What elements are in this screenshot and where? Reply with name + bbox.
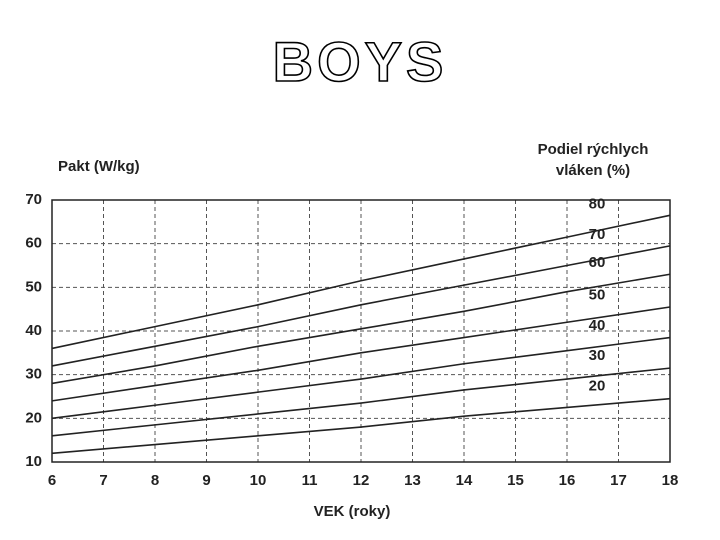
plot-frame xyxy=(51,199,671,463)
x-tick-label: 18 xyxy=(662,472,679,489)
series-line xyxy=(51,273,671,385)
x-tick-label: 12 xyxy=(353,472,370,489)
series-label: 30 xyxy=(589,347,606,364)
x-tick-label: 6 xyxy=(48,472,56,489)
x-tick-label: 15 xyxy=(507,472,524,489)
x-tick-label: 11 xyxy=(302,472,318,489)
series-label: 40 xyxy=(589,317,606,334)
x-tick-label: 10 xyxy=(250,472,267,489)
x-tick-label: 17 xyxy=(610,472,627,489)
series-line xyxy=(51,214,671,350)
series-label: 80 xyxy=(589,195,606,212)
series-line xyxy=(51,397,671,455)
y-tick-label: 20 xyxy=(25,409,42,426)
series-label: 60 xyxy=(589,254,606,271)
x-tick-label: 8 xyxy=(151,472,159,489)
y-axis-label: Pakt (W/kg) xyxy=(58,158,140,175)
series-line xyxy=(51,306,671,402)
series-label: 70 xyxy=(589,226,606,243)
y-tick-label: 40 xyxy=(25,322,42,339)
series-line xyxy=(51,336,671,420)
y-tick-label: 50 xyxy=(25,278,42,295)
legend-title: vláken (%) xyxy=(556,162,630,179)
y-tick-label: 10 xyxy=(25,453,42,470)
legend-title: Podiel rýchlych xyxy=(538,141,649,158)
x-axis-label: VEK (roky) xyxy=(314,503,391,520)
x-tick-label: 14 xyxy=(456,472,473,489)
y-tick-label: 30 xyxy=(25,366,42,383)
x-tick-label: 9 xyxy=(202,472,210,489)
series-line xyxy=(51,367,671,437)
series-label: 20 xyxy=(589,378,606,395)
series-line xyxy=(51,245,671,367)
x-tick-label: 16 xyxy=(559,472,576,489)
chart-title: BOYS xyxy=(273,30,448,93)
x-tick-label: 13 xyxy=(404,472,421,489)
series-label: 50 xyxy=(589,286,606,303)
y-tick-label: 70 xyxy=(25,191,42,208)
x-tick-label: 7 xyxy=(99,472,107,489)
y-tick-label: 60 xyxy=(25,235,42,252)
